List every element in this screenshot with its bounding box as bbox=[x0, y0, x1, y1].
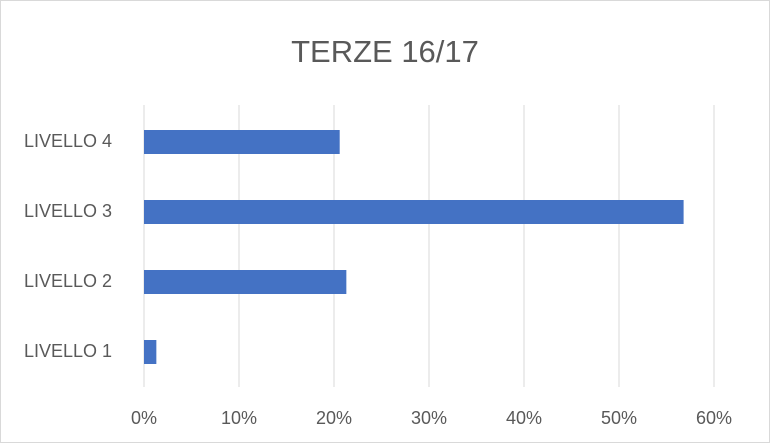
x-tick-label: 60% bbox=[696, 408, 732, 428]
x-tick-label: 0% bbox=[131, 408, 157, 428]
y-tick-label: LIVELLO 2 bbox=[24, 271, 112, 291]
chart-title: TERZE 16/17 bbox=[291, 34, 479, 69]
x-tick-label: 20% bbox=[316, 408, 352, 428]
x-tick-label: 30% bbox=[411, 408, 447, 428]
y-tick-label: LIVELLO 4 bbox=[24, 131, 112, 151]
y-tick-label: LIVELLO 1 bbox=[24, 341, 112, 361]
y-tick-label: LIVELLO 3 bbox=[24, 201, 112, 221]
x-tick-label: 10% bbox=[221, 408, 257, 428]
x-tick-label: 40% bbox=[506, 408, 542, 428]
bar bbox=[144, 200, 684, 224]
bar bbox=[144, 130, 340, 154]
bar bbox=[144, 340, 157, 364]
x-tick-label: 50% bbox=[601, 408, 637, 428]
bar bbox=[144, 270, 347, 294]
